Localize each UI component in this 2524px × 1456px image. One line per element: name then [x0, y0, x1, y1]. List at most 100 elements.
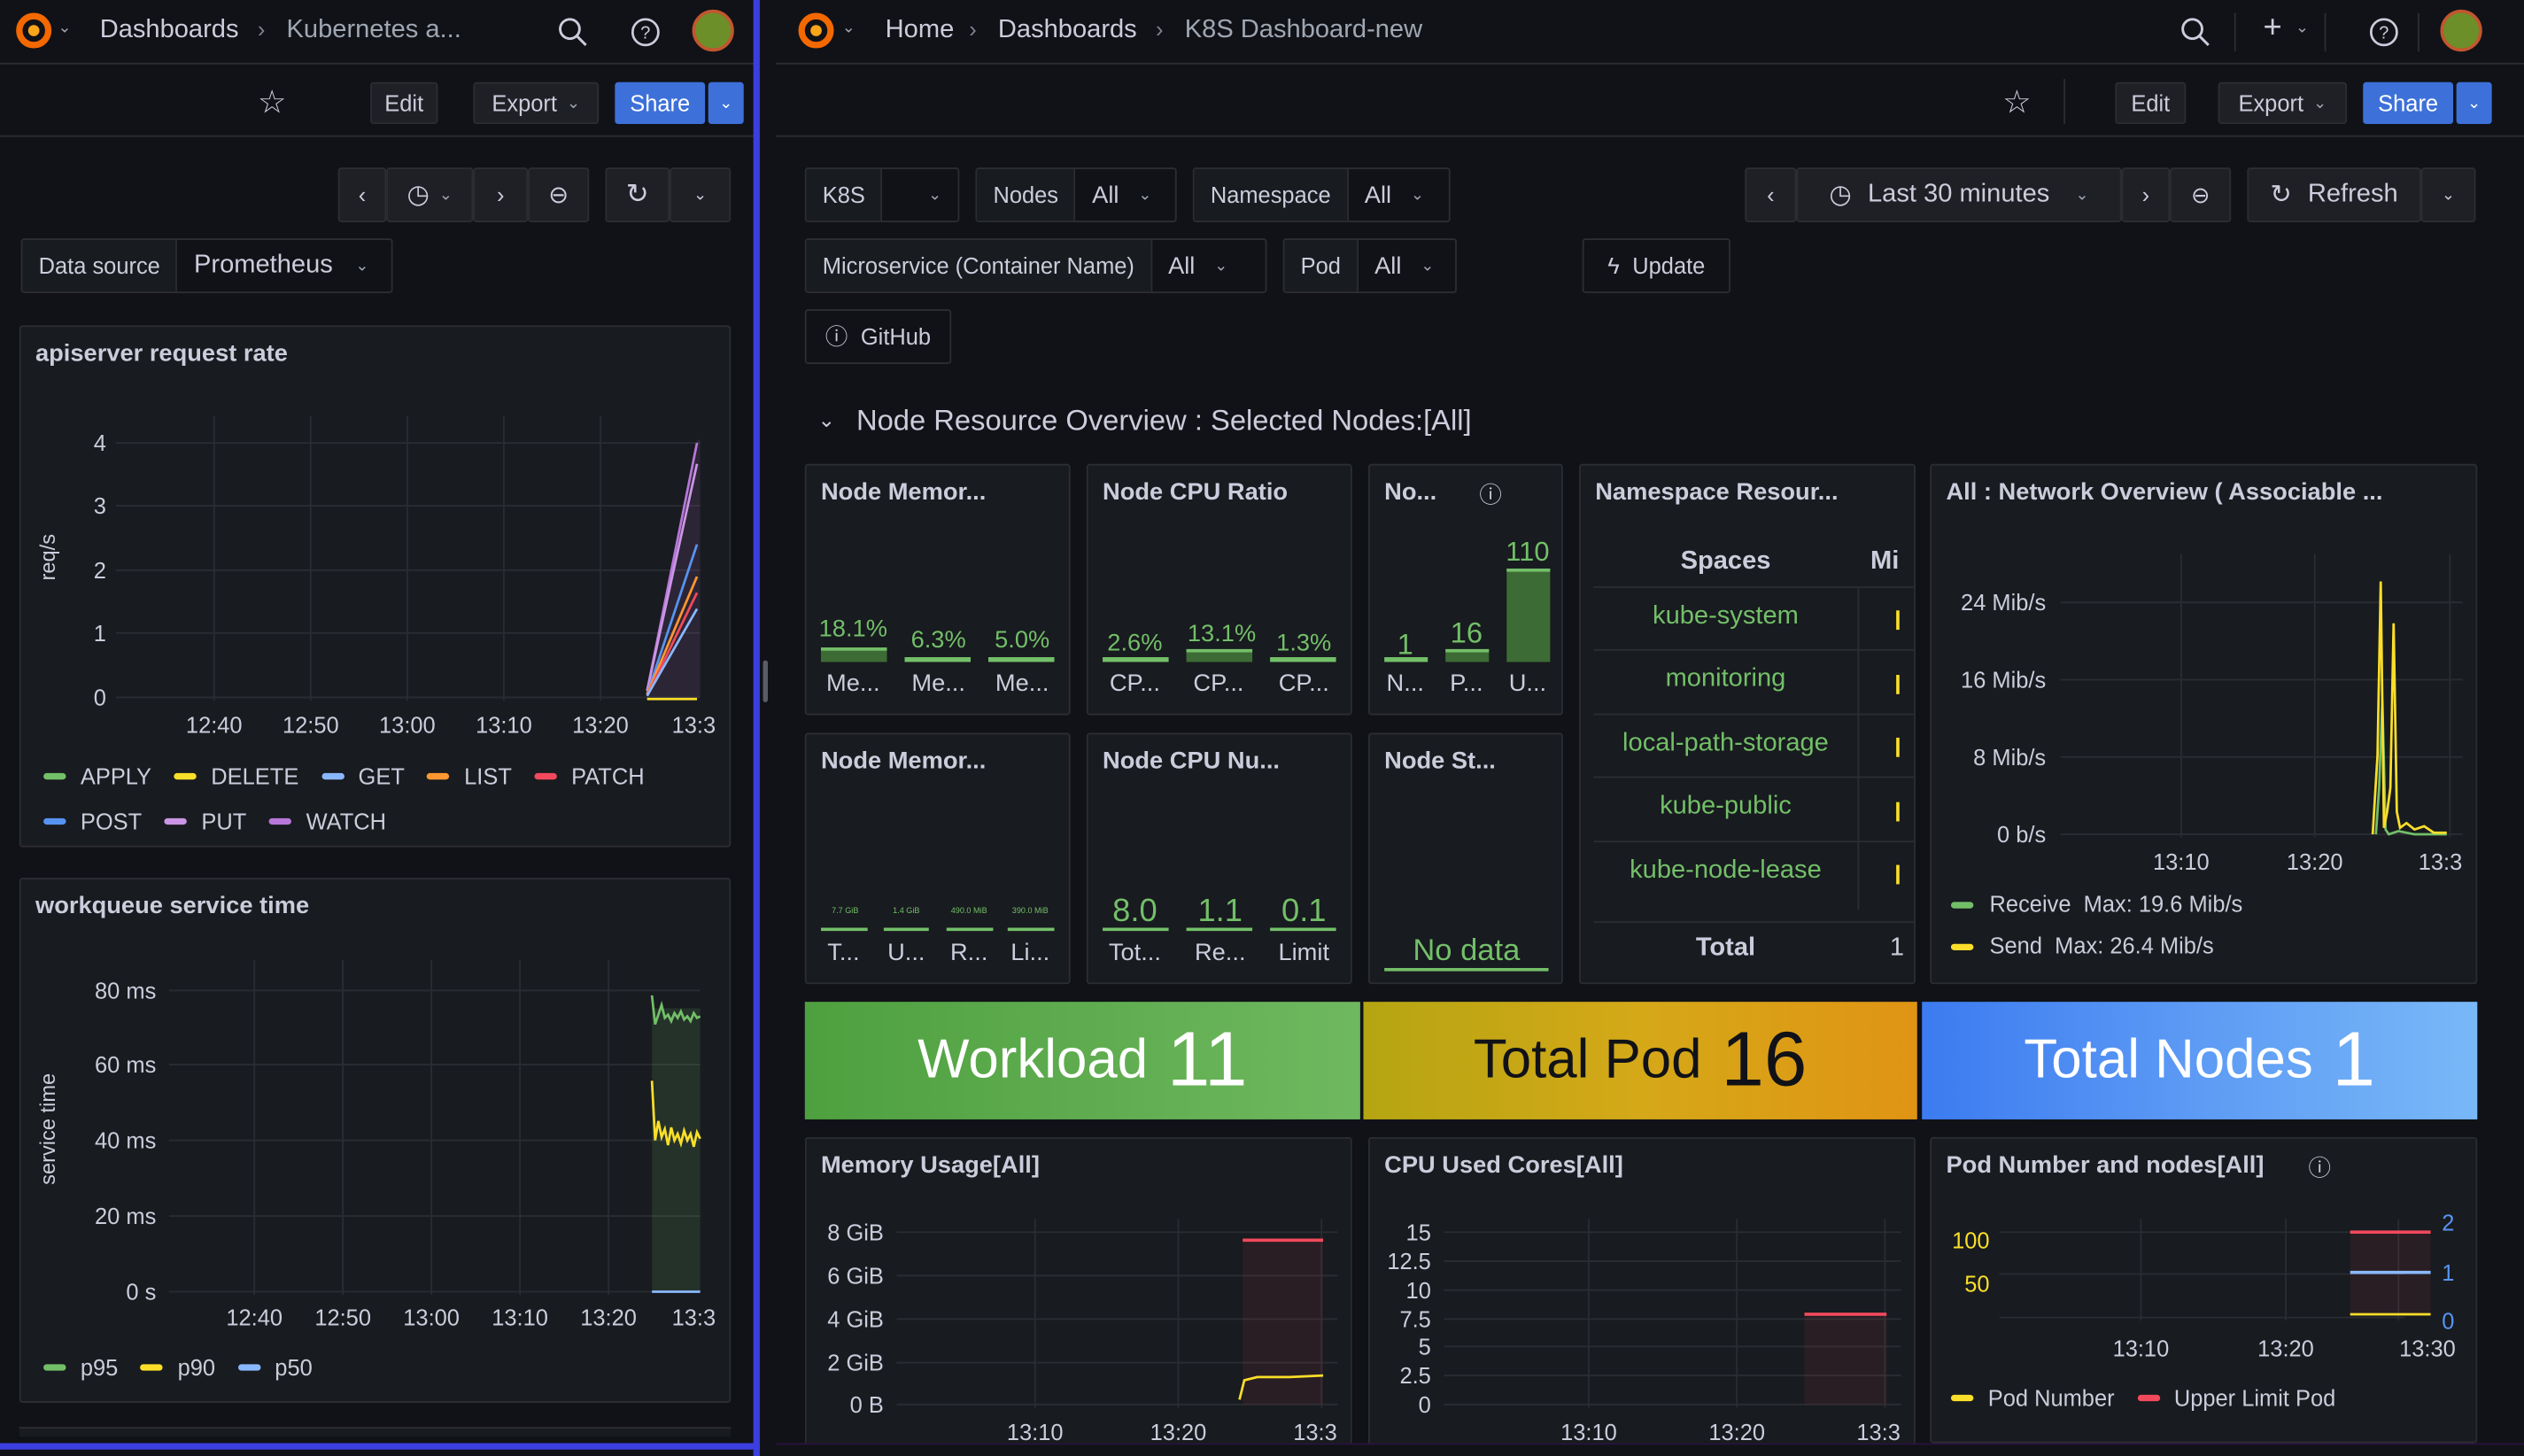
row-title[interactable]: Node Resource Overview : Selected Nodes:…: [856, 404, 1472, 437]
table-row[interactable]: kube-public: [1660, 792, 1792, 820]
legend-item[interactable]: p90: [140, 1350, 215, 1385]
memory-usage-panel[interactable]: Memory Usage[All] 8 GiB 6 GiB 4 GiB 2 GiB 0 …: [804, 1136, 1352, 1456]
share-button[interactable]: Share: [615, 81, 706, 125]
info-icon[interactable]: ⓘ: [1479, 481, 1502, 507]
legend-label: PATCH: [571, 763, 645, 790]
refresh-interval-button[interactable]: ⌄: [670, 167, 732, 222]
table-header-mi[interactable]: Mi: [1870, 547, 1900, 576]
legend-item[interactable]: APPLY: [43, 755, 151, 797]
node-count-panel[interactable]: No... ⓘ 1 16 110 N... P... U...: [1367, 463, 1563, 716]
zoom-out-button[interactable]: ⊖: [528, 167, 590, 222]
legend-item[interactable]: p95: [43, 1350, 118, 1385]
help-icon[interactable]: ?: [630, 16, 662, 48]
legend-item[interactable]: Send Max: 26.4 Mib/s: [1950, 933, 2214, 958]
share-menu-button[interactable]: ⌄: [2456, 81, 2492, 125]
legend-item[interactable]: LIST: [427, 755, 512, 797]
edit-button[interactable]: Edit: [370, 81, 438, 125]
avatar[interactable]: [692, 9, 734, 52]
cpu-used-panel[interactable]: CPU Used Cores[All] 15 12.5 10 7.5 5 2.5 0 13:…: [1367, 1136, 1916, 1456]
table-header-spaces[interactable]: Spaces: [1680, 547, 1771, 576]
update-button[interactable]: ϟ Update: [1582, 238, 1730, 293]
plus-icon[interactable]: +: [2263, 9, 2282, 45]
legend-item[interactable]: Pod Number: [1950, 1385, 2115, 1411]
time-back-button[interactable]: ‹: [337, 167, 387, 222]
time-forward-button[interactable]: ›: [473, 167, 529, 222]
node-status-panel[interactable]: Node St... No data: [1367, 732, 1563, 985]
github-link[interactable]: ⓘ GitHub: [804, 309, 952, 365]
breadcrumb-dashboards[interactable]: Dashboards: [99, 16, 239, 44]
grafana-logo-icon[interactable]: [13, 10, 55, 51]
export-button[interactable]: Export ⌄: [2218, 81, 2348, 125]
breadcrumb-current[interactable]: K8S Dashboard-new: [1184, 16, 1423, 44]
total-pod-stat[interactable]: Total Pod 16: [1363, 1002, 1917, 1119]
namespace-variable[interactable]: Namespace All ⌄: [1192, 167, 1451, 222]
table-row[interactable]: monitoring: [1665, 665, 1786, 693]
chevron-down-icon[interactable]: ⌄: [58, 19, 72, 37]
row-collapse-icon[interactable]: ⌄: [817, 407, 836, 432]
legend-item[interactable]: GET: [321, 755, 405, 797]
avatar[interactable]: [2440, 9, 2482, 52]
legend-item[interactable]: DELETE: [174, 755, 298, 797]
refresh-button[interactable]: ↻ Refresh: [2247, 167, 2421, 222]
right-toolbar: ☆ Edit Export ⌄ Share ⌄: [776, 66, 2524, 137]
node-cpu-number-panel[interactable]: Node CPU Nu... 8.0 1.1 0.1 Tot... Re... …: [1086, 732, 1352, 985]
k8s-label: K8S: [806, 168, 883, 221]
nodes-select[interactable]: All ⌄: [1076, 168, 1168, 221]
star-icon[interactable]: ☆: [257, 85, 287, 121]
zoom-out-button[interactable]: ⊖: [2170, 167, 2232, 222]
legend-item[interactable]: POST: [43, 801, 142, 842]
microservice-select[interactable]: All ⌄: [1151, 239, 1244, 292]
refresh-interval-button[interactable]: ⌄: [2420, 167, 2476, 222]
k8s-variable[interactable]: K8S ⌄: [804, 167, 960, 222]
node-cpu-ratio-panel[interactable]: Node CPU Ratio 2.6% 13.1% 1.3% CP... CP.…: [1086, 463, 1352, 716]
pod-number-panel[interactable]: Pod Number and nodes[All] ⓘ 100 50 2 1 0 13…: [1930, 1136, 2478, 1444]
time-picker-button[interactable]: ◷ ⌄: [386, 167, 474, 222]
pod-select[interactable]: All ⌄: [1358, 239, 1451, 292]
help-icon[interactable]: ?: [2368, 16, 2400, 48]
network-overview-panel[interactable]: All : Network Overview ( Associable ... …: [1930, 463, 2478, 985]
nodes-variable[interactable]: Nodes All ⌄: [975, 167, 1177, 222]
time-back-button[interactable]: ‹: [1745, 167, 1797, 222]
workload-stat[interactable]: Workload 11: [804, 1002, 1360, 1119]
legend-item[interactable]: Upper Limit Pod: [2137, 1385, 2335, 1411]
datasource-variable[interactable]: Data source Prometheus ⌄: [20, 238, 393, 293]
k8s-select[interactable]: ⌄: [882, 168, 958, 221]
legend-item[interactable]: PATCH: [534, 755, 645, 797]
microservice-variable[interactable]: Microservice (Container Name) All ⌄: [804, 238, 1267, 293]
refresh-button[interactable]: ↻: [605, 167, 670, 222]
export-button[interactable]: Export ⌄: [473, 81, 600, 125]
apiserver-panel[interactable]: apiserver request rate req/s 4 3 2 1 0 12:40…: [19, 325, 732, 848]
namespace-select[interactable]: All ⌄: [1348, 168, 1441, 221]
pane-divider[interactable]: [753, 0, 760, 1456]
legend-item[interactable]: Receive Max: 19.6 Mib/s: [1950, 891, 2242, 917]
legend-item[interactable]: WATCH: [268, 801, 386, 842]
time-picker-button[interactable]: ◷ Last 30 minutes ⌄: [1796, 167, 2122, 222]
chevron-down-icon[interactable]: ⌄: [841, 19, 856, 37]
legend-item[interactable]: p50: [237, 1350, 313, 1385]
breadcrumb-dashboards[interactable]: Dashboards: [997, 16, 1137, 44]
search-icon[interactable]: [2179, 16, 2211, 48]
node-memory-ratio-panel[interactable]: Node Memor... 18.1% 6.3% 5.0% Me... Me..…: [804, 463, 1071, 716]
table-row[interactable]: local-path-storage: [1622, 729, 1829, 757]
edit-button[interactable]: Edit: [2115, 81, 2187, 125]
share-menu-button[interactable]: ⌄: [708, 81, 744, 125]
grafana-logo-icon[interactable]: [795, 10, 837, 51]
total-nodes-stat[interactable]: Total Nodes 1: [1922, 1002, 2478, 1119]
star-icon[interactable]: ☆: [2002, 85, 2032, 121]
node-memory-panel[interactable]: Node Memor... 7.7 GiB 1.4 GiB 490.0 MiB …: [804, 732, 1071, 985]
share-button[interactable]: Share: [2363, 81, 2454, 125]
table-row[interactable]: kube-system: [1653, 602, 1799, 631]
chevron-down-icon[interactable]: ⌄: [2295, 19, 2310, 37]
search-icon[interactable]: [557, 16, 589, 48]
datasource-select[interactable]: Prometheus ⌄: [177, 239, 385, 292]
namespace-resources-panel[interactable]: Namespace Resour... Spaces Mi kube-syste…: [1579, 463, 1916, 985]
breadcrumb-current[interactable]: Kubernetes a...: [286, 16, 461, 44]
pod-variable[interactable]: Pod All ⌄: [1282, 238, 1457, 293]
table-row[interactable]: kube-node-lease: [1630, 856, 1822, 885]
workqueue-panel[interactable]: workqueue service time service time 80 m…: [19, 878, 732, 1404]
breadcrumb-home[interactable]: Home: [885, 16, 955, 44]
legend-item[interactable]: PUT: [164, 801, 246, 842]
resize-handle[interactable]: [763, 660, 768, 702]
info-icon[interactable]: ⓘ: [2308, 1154, 2331, 1181]
time-forward-button[interactable]: ›: [2121, 167, 2171, 222]
